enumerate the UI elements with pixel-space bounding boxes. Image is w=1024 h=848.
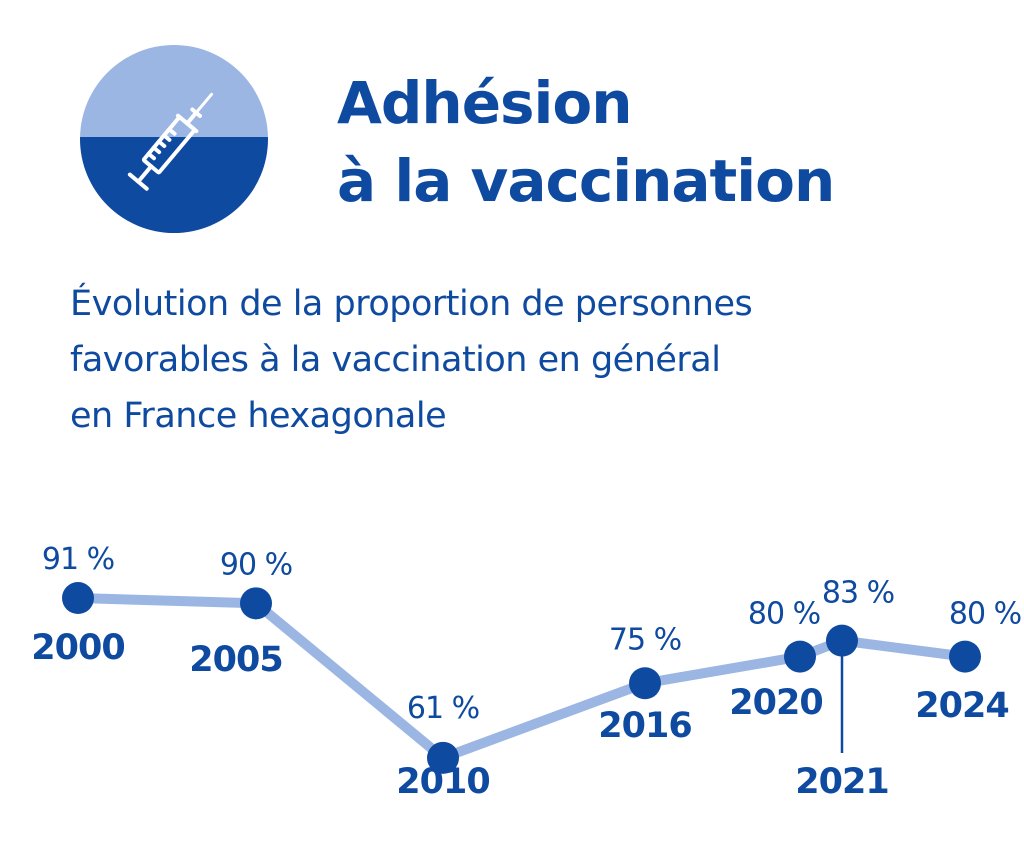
data-point-2024 bbox=[949, 640, 981, 673]
data-point-2005 bbox=[240, 587, 272, 620]
title-line-1: Adhésion bbox=[337, 69, 633, 137]
year-label-2010: 2010 bbox=[396, 762, 489, 802]
subtitle-line-1: Évolution de la proportion de personnes bbox=[70, 284, 753, 324]
data-point-2020 bbox=[784, 640, 816, 673]
data-point-2016 bbox=[629, 667, 661, 700]
vaccination-badge bbox=[80, 45, 268, 233]
value-label-2005: 90 % bbox=[220, 547, 292, 582]
year-label-2016: 2016 bbox=[598, 706, 691, 746]
title-line-2: à la vaccination bbox=[337, 147, 835, 215]
value-label-2021: 83 % bbox=[822, 576, 894, 611]
line-chart: 91 % 2000 90 % 2005 61 % 2010 75 % 2016 80 % 2020… bbox=[31, 542, 1022, 802]
value-label-2010: 61 % bbox=[407, 691, 479, 726]
value-label-2016: 75 % bbox=[609, 622, 681, 657]
chart-subtitle: Évolution de la proportion de personnes … bbox=[70, 276, 753, 444]
syringe-icon bbox=[127, 92, 214, 191]
year-label-2000: 2000 bbox=[31, 628, 124, 668]
year-label-2024: 2024 bbox=[915, 686, 1008, 726]
subtitle-line-3: en France hexagonale bbox=[70, 396, 447, 436]
data-point-2000 bbox=[62, 582, 94, 615]
value-label-2020: 80 % bbox=[748, 597, 820, 632]
year-label-2020: 2020 bbox=[729, 683, 822, 723]
year-label-2005: 2005 bbox=[189, 640, 282, 680]
badge-bottom-half bbox=[80, 137, 268, 233]
data-point-2021 bbox=[826, 624, 858, 657]
value-label-2000: 91 % bbox=[42, 542, 114, 577]
subtitle-line-2: favorables à la vaccination en général bbox=[70, 340, 721, 380]
year-label-2021: 2021 bbox=[795, 762, 888, 802]
value-label-2024: 80 % bbox=[949, 597, 1021, 632]
data-point-2010 bbox=[427, 741, 459, 774]
page-title: Adhésion à la vaccination bbox=[337, 64, 835, 220]
